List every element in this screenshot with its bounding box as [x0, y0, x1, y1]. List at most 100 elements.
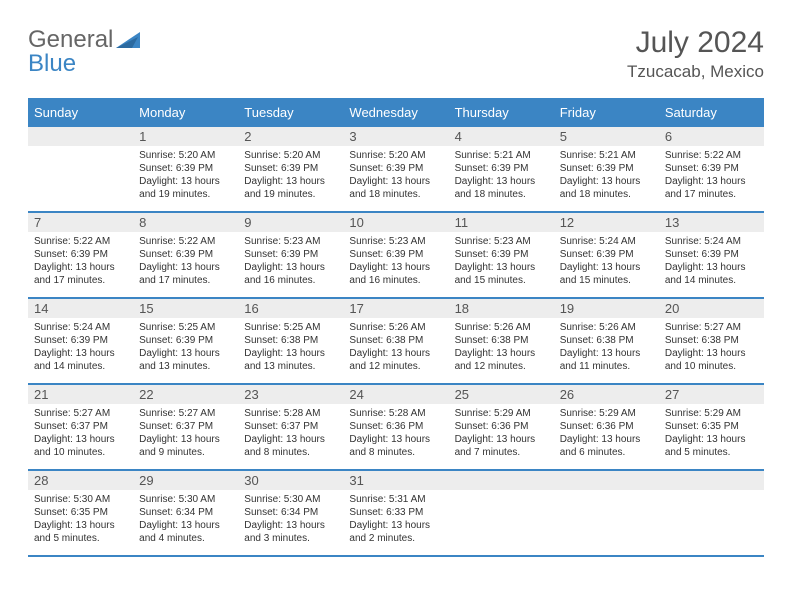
day-number: 11 — [449, 213, 554, 232]
month-title: July 2024 — [627, 26, 764, 60]
calendar-week-row: 28Sunrise: 5:30 AMSunset: 6:35 PMDayligh… — [28, 470, 764, 556]
calendar-week-row: 1Sunrise: 5:20 AMSunset: 6:39 PMDaylight… — [28, 126, 764, 212]
day-number: 2 — [238, 127, 343, 146]
day-content: Sunrise: 5:24 AMSunset: 6:39 PMDaylight:… — [659, 232, 764, 291]
calendar-day-cell — [28, 126, 133, 212]
calendar-day-cell: 1Sunrise: 5:20 AMSunset: 6:39 PMDaylight… — [133, 126, 238, 212]
day-content: Sunrise: 5:29 AMSunset: 6:36 PMDaylight:… — [449, 404, 554, 463]
day-content: Sunrise: 5:21 AMSunset: 6:39 PMDaylight:… — [449, 146, 554, 205]
day-number: 28 — [28, 471, 133, 490]
calendar-week-row: 7Sunrise: 5:22 AMSunset: 6:39 PMDaylight… — [28, 212, 764, 298]
day-number: 18 — [449, 299, 554, 318]
day-number: 13 — [659, 213, 764, 232]
calendar-day-cell: 6Sunrise: 5:22 AMSunset: 6:39 PMDaylight… — [659, 126, 764, 212]
day-number: 6 — [659, 127, 764, 146]
day-number: 3 — [343, 127, 448, 146]
day-number: 22 — [133, 385, 238, 404]
day-content: Sunrise: 5:29 AMSunset: 6:35 PMDaylight:… — [659, 404, 764, 463]
weekday-header: Wednesday — [343, 99, 448, 126]
calendar-day-cell: 22Sunrise: 5:27 AMSunset: 6:37 PMDayligh… — [133, 384, 238, 470]
calendar-day-cell — [554, 470, 659, 556]
day-content: Sunrise: 5:28 AMSunset: 6:37 PMDaylight:… — [238, 404, 343, 463]
day-content: Sunrise: 5:22 AMSunset: 6:39 PMDaylight:… — [133, 232, 238, 291]
calendar-day-cell: 25Sunrise: 5:29 AMSunset: 6:36 PMDayligh… — [449, 384, 554, 470]
calendar-day-cell: 7Sunrise: 5:22 AMSunset: 6:39 PMDaylight… — [28, 212, 133, 298]
day-content: Sunrise: 5:26 AMSunset: 6:38 PMDaylight:… — [554, 318, 659, 377]
day-content: Sunrise: 5:25 AMSunset: 6:39 PMDaylight:… — [133, 318, 238, 377]
calendar-day-cell: 21Sunrise: 5:27 AMSunset: 6:37 PMDayligh… — [28, 384, 133, 470]
calendar-day-cell: 12Sunrise: 5:24 AMSunset: 6:39 PMDayligh… — [554, 212, 659, 298]
day-number: 9 — [238, 213, 343, 232]
weekday-header: Monday — [133, 99, 238, 126]
calendar-day-cell: 5Sunrise: 5:21 AMSunset: 6:39 PMDaylight… — [554, 126, 659, 212]
day-content: Sunrise: 5:30 AMSunset: 6:34 PMDaylight:… — [133, 490, 238, 549]
weekday-header: Friday — [554, 99, 659, 126]
calendar-day-cell: 27Sunrise: 5:29 AMSunset: 6:35 PMDayligh… — [659, 384, 764, 470]
day-content: Sunrise: 5:23 AMSunset: 6:39 PMDaylight:… — [238, 232, 343, 291]
calendar-day-cell: 19Sunrise: 5:26 AMSunset: 6:38 PMDayligh… — [554, 298, 659, 384]
day-number: 31 — [343, 471, 448, 490]
day-number: 30 — [238, 471, 343, 490]
calendar-day-cell: 9Sunrise: 5:23 AMSunset: 6:39 PMDaylight… — [238, 212, 343, 298]
title-block: July 2024 Tzucacab, Mexico — [627, 26, 764, 82]
calendar-day-cell: 17Sunrise: 5:26 AMSunset: 6:38 PMDayligh… — [343, 298, 448, 384]
calendar-day-cell: 4Sunrise: 5:21 AMSunset: 6:39 PMDaylight… — [449, 126, 554, 212]
logo-text-blue: Blue — [28, 50, 76, 78]
day-number: 14 — [28, 299, 133, 318]
day-number-empty — [449, 471, 554, 490]
day-number: 1 — [133, 127, 238, 146]
day-content: Sunrise: 5:20 AMSunset: 6:39 PMDaylight:… — [343, 146, 448, 205]
day-number: 15 — [133, 299, 238, 318]
day-content: Sunrise: 5:22 AMSunset: 6:39 PMDaylight:… — [659, 146, 764, 205]
day-content: Sunrise: 5:24 AMSunset: 6:39 PMDaylight:… — [28, 318, 133, 377]
day-number: 10 — [343, 213, 448, 232]
calendar-day-cell: 28Sunrise: 5:30 AMSunset: 6:35 PMDayligh… — [28, 470, 133, 556]
weekday-header: Thursday — [449, 99, 554, 126]
day-content: Sunrise: 5:23 AMSunset: 6:39 PMDaylight:… — [449, 232, 554, 291]
day-content: Sunrise: 5:27 AMSunset: 6:37 PMDaylight:… — [133, 404, 238, 463]
calendar-week-row: 21Sunrise: 5:27 AMSunset: 6:37 PMDayligh… — [28, 384, 764, 470]
weekday-header: Saturday — [659, 99, 764, 126]
calendar-day-cell: 18Sunrise: 5:26 AMSunset: 6:38 PMDayligh… — [449, 298, 554, 384]
header: General July 2024 Tzucacab, Mexico — [28, 26, 764, 82]
day-number: 12 — [554, 213, 659, 232]
day-number: 4 — [449, 127, 554, 146]
day-number: 26 — [554, 385, 659, 404]
logo-triangle-icon — [116, 30, 142, 50]
day-number: 27 — [659, 385, 764, 404]
calendar-day-cell: 13Sunrise: 5:24 AMSunset: 6:39 PMDayligh… — [659, 212, 764, 298]
day-number: 8 — [133, 213, 238, 232]
calendar-week-row: 14Sunrise: 5:24 AMSunset: 6:39 PMDayligh… — [28, 298, 764, 384]
logo-blue: Blue — [28, 50, 76, 78]
day-number: 21 — [28, 385, 133, 404]
day-number: 20 — [659, 299, 764, 318]
day-number: 24 — [343, 385, 448, 404]
day-content: Sunrise: 5:20 AMSunset: 6:39 PMDaylight:… — [133, 146, 238, 205]
calendar-day-cell: 3Sunrise: 5:20 AMSunset: 6:39 PMDaylight… — [343, 126, 448, 212]
day-number: 29 — [133, 471, 238, 490]
day-content: Sunrise: 5:28 AMSunset: 6:36 PMDaylight:… — [343, 404, 448, 463]
day-number-empty — [554, 471, 659, 490]
day-number-empty — [659, 471, 764, 490]
day-content: Sunrise: 5:29 AMSunset: 6:36 PMDaylight:… — [554, 404, 659, 463]
calendar-day-cell: 16Sunrise: 5:25 AMSunset: 6:38 PMDayligh… — [238, 298, 343, 384]
calendar-day-cell: 11Sunrise: 5:23 AMSunset: 6:39 PMDayligh… — [449, 212, 554, 298]
calendar-day-cell: 8Sunrise: 5:22 AMSunset: 6:39 PMDaylight… — [133, 212, 238, 298]
calendar-day-cell: 15Sunrise: 5:25 AMSunset: 6:39 PMDayligh… — [133, 298, 238, 384]
day-content: Sunrise: 5:24 AMSunset: 6:39 PMDaylight:… — [554, 232, 659, 291]
day-content: Sunrise: 5:25 AMSunset: 6:38 PMDaylight:… — [238, 318, 343, 377]
day-content: Sunrise: 5:30 AMSunset: 6:35 PMDaylight:… — [28, 490, 133, 549]
calendar-day-cell: 14Sunrise: 5:24 AMSunset: 6:39 PMDayligh… — [28, 298, 133, 384]
calendar-day-cell: 23Sunrise: 5:28 AMSunset: 6:37 PMDayligh… — [238, 384, 343, 470]
day-number-empty — [28, 127, 133, 146]
day-content: Sunrise: 5:21 AMSunset: 6:39 PMDaylight:… — [554, 146, 659, 205]
day-number: 19 — [554, 299, 659, 318]
day-number: 23 — [238, 385, 343, 404]
day-number: 17 — [343, 299, 448, 318]
day-number: 7 — [28, 213, 133, 232]
calendar-day-cell: 10Sunrise: 5:23 AMSunset: 6:39 PMDayligh… — [343, 212, 448, 298]
calendar-day-cell — [659, 470, 764, 556]
weekday-header: Tuesday — [238, 99, 343, 126]
calendar-body: 1Sunrise: 5:20 AMSunset: 6:39 PMDaylight… — [28, 126, 764, 556]
day-content: Sunrise: 5:31 AMSunset: 6:33 PMDaylight:… — [343, 490, 448, 549]
